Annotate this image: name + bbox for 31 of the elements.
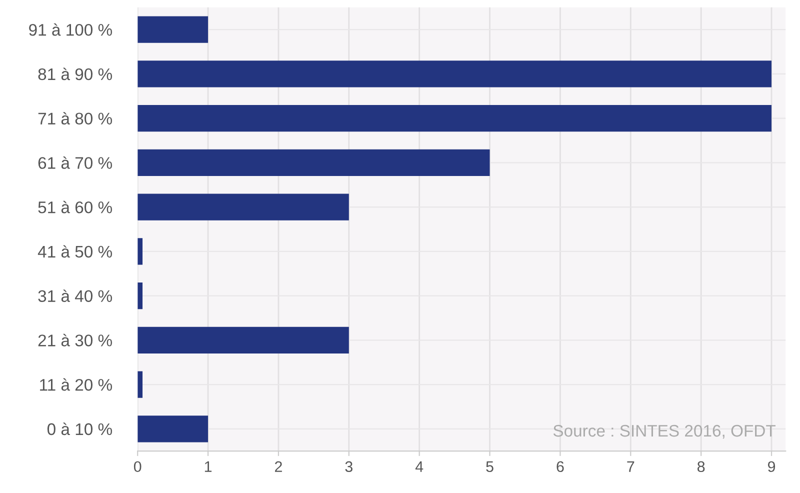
x-tick-label: 6 — [556, 461, 564, 472]
annotation: Source : SINTES 2016, OFDT — [553, 424, 776, 439]
y-tick-label: 31 à 40 % — [38, 290, 112, 302]
x-tick-label: 5 — [486, 461, 494, 472]
x-tick-label: 0 — [134, 461, 142, 472]
x-tick-label: 2 — [274, 461, 282, 472]
bar — [138, 149, 490, 176]
y-tick-label: 81 à 90 % — [38, 68, 112, 80]
y-tick-label: 0 à 10 % — [47, 422, 112, 436]
bar — [138, 238, 143, 265]
bar — [138, 16, 208, 43]
y-tick-label: 41 à 50 % — [38, 245, 112, 258]
y-tick-label: 61 à 70 % — [38, 156, 112, 169]
bar — [138, 60, 772, 88]
bar — [138, 105, 772, 132]
bar — [138, 282, 143, 310]
bar — [138, 371, 143, 398]
y-tick-label: 71 à 80 % — [38, 112, 112, 125]
bar — [138, 326, 349, 354]
x-tick-label: 8 — [697, 461, 705, 472]
x-tick-label: 4 — [415, 461, 424, 472]
y-tick-label: 91 à 100 % — [29, 23, 112, 36]
bar — [138, 194, 349, 220]
x-tick-label: 9 — [768, 461, 776, 472]
x-tick-label: 1 — [204, 461, 212, 472]
y-tick-label: 11 à 20 % — [40, 378, 112, 391]
x-tick-label: 3 — [345, 461, 352, 472]
y-tick-label: 51 à 60 % — [38, 200, 112, 214]
y-tick-label: 21 à 30 % — [38, 334, 112, 346]
bar — [138, 416, 208, 442]
x-tick-label: 7 — [627, 461, 634, 472]
